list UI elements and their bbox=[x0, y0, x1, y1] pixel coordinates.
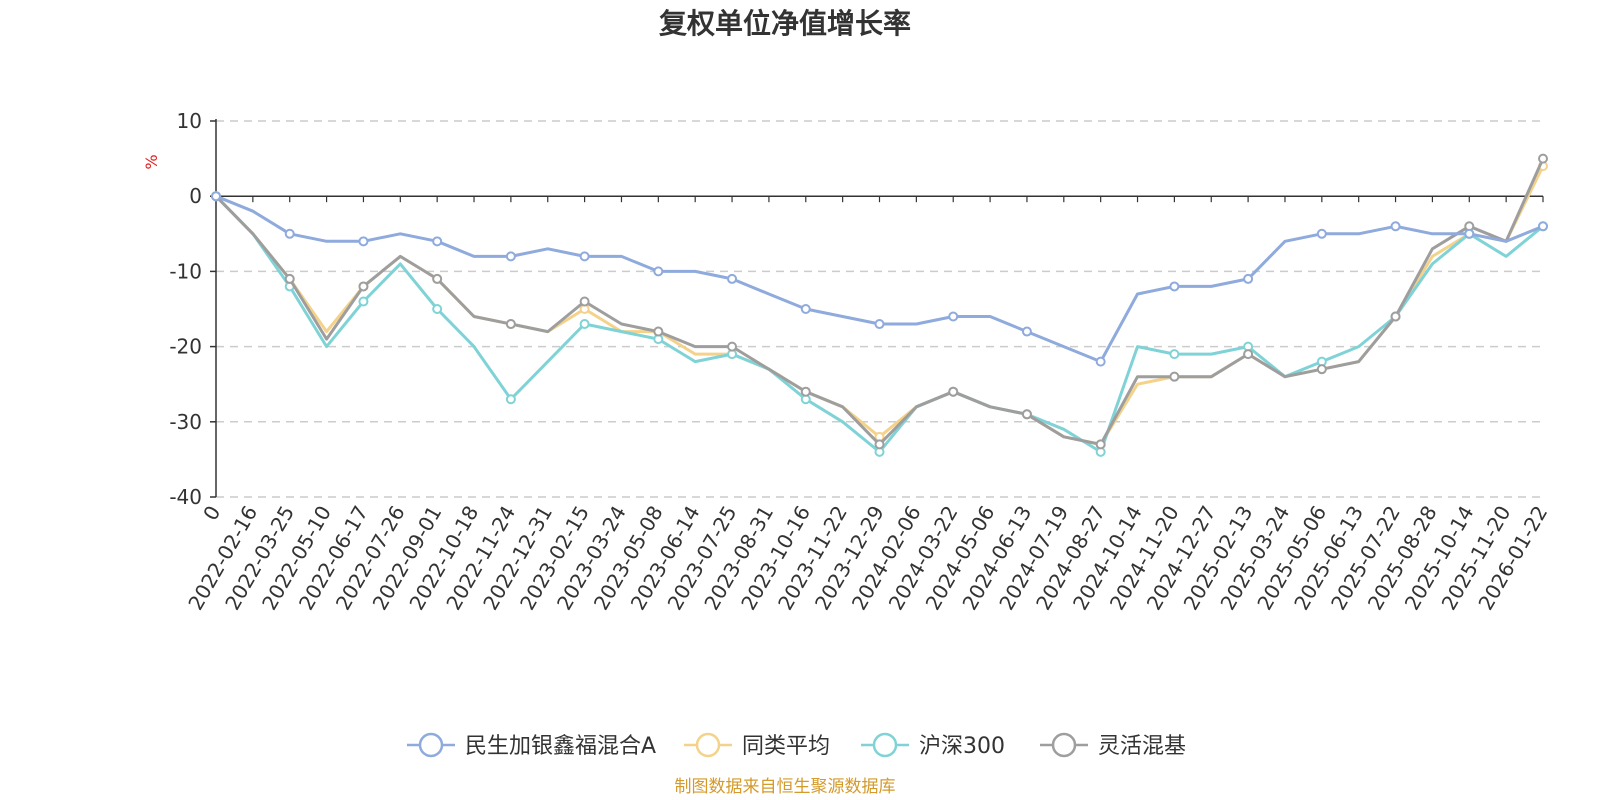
data-point bbox=[1538, 221, 1548, 232]
data-point bbox=[1390, 221, 1401, 232]
series-0 bbox=[211, 191, 1548, 367]
data-point bbox=[1021, 409, 1032, 420]
data-point bbox=[874, 319, 885, 330]
data-point bbox=[1169, 281, 1180, 292]
legend[interactable]: 民生加银鑫福混合A 同类平均 沪深300 灵活混基 bbox=[407, 732, 1186, 759]
data-point bbox=[211, 191, 221, 202]
data-point bbox=[358, 281, 369, 292]
y-tick-label: 10 bbox=[177, 109, 202, 133]
data-point bbox=[358, 296, 369, 307]
data-point bbox=[579, 296, 590, 307]
data-point bbox=[579, 319, 590, 330]
data-point bbox=[948, 311, 959, 322]
source-note: 制图数据来自恒生聚源数据库 bbox=[675, 777, 896, 797]
data-point bbox=[1095, 356, 1106, 367]
data-point bbox=[284, 273, 295, 284]
data-point bbox=[874, 439, 885, 450]
data-point bbox=[727, 273, 738, 284]
legend-item[interactable]: 灵活混基 bbox=[1040, 732, 1186, 759]
y-tick-label: -10 bbox=[169, 259, 202, 283]
data-point bbox=[505, 394, 516, 405]
y-tick-label: -40 bbox=[169, 485, 202, 509]
data-point bbox=[1464, 228, 1475, 239]
data-point bbox=[1169, 349, 1180, 360]
series-line bbox=[214, 194, 1545, 364]
legend-marker bbox=[695, 732, 721, 758]
y-tick-label: 0 bbox=[189, 184, 202, 208]
series-line bbox=[214, 164, 1545, 446]
y-ticks: 10 0 -10 -20 -30 -40 bbox=[169, 109, 216, 509]
data-point bbox=[1316, 228, 1327, 239]
data-point bbox=[1095, 439, 1106, 450]
data-point bbox=[800, 304, 811, 314]
x-ticks: 02022-02-162022-03-252022-05-102022-06-1… bbox=[183, 196, 1552, 614]
data-point bbox=[1243, 349, 1254, 360]
legend-marker bbox=[1051, 732, 1077, 758]
x-tick-label: 0 bbox=[198, 502, 225, 525]
data-point bbox=[1169, 371, 1180, 382]
grid bbox=[216, 120, 1543, 498]
legend-item[interactable]: 沪深300 bbox=[861, 732, 1005, 759]
legend-marker bbox=[872, 732, 898, 758]
series-1 bbox=[211, 161, 1548, 450]
data-point bbox=[653, 326, 664, 337]
data-point bbox=[432, 273, 443, 284]
data-point bbox=[1390, 311, 1401, 322]
legend-label: 同类平均 bbox=[742, 734, 830, 759]
y-axis-unit: % bbox=[142, 154, 161, 169]
data-point bbox=[653, 266, 664, 277]
data-point bbox=[1243, 273, 1254, 284]
legend-item[interactable]: 民生加银鑫福混合A bbox=[407, 732, 656, 759]
data-point bbox=[948, 386, 959, 397]
y-tick-label: -30 bbox=[169, 410, 202, 434]
data-point bbox=[727, 341, 738, 352]
data-point bbox=[505, 319, 516, 330]
chart-title: 复权单位净值增长率 bbox=[659, 7, 911, 40]
legend-item[interactable]: 同类平均 bbox=[684, 732, 830, 759]
data-point bbox=[579, 251, 590, 262]
data-point bbox=[358, 236, 369, 247]
legend-marker bbox=[418, 732, 444, 758]
data-point bbox=[800, 386, 811, 397]
legend-label: 民生加银鑫福混合A bbox=[465, 734, 656, 759]
legend-label: 沪深300 bbox=[919, 734, 1005, 759]
data-point bbox=[505, 251, 516, 262]
legend-label: 灵活混基 bbox=[1098, 734, 1186, 759]
data-point bbox=[432, 304, 443, 314]
series bbox=[211, 153, 1548, 457]
data-point bbox=[1021, 326, 1032, 337]
data-point bbox=[284, 228, 295, 239]
data-point bbox=[1316, 364, 1327, 375]
data-point bbox=[1538, 153, 1548, 164]
y-tick-label: -20 bbox=[169, 335, 202, 359]
data-point bbox=[432, 236, 443, 247]
